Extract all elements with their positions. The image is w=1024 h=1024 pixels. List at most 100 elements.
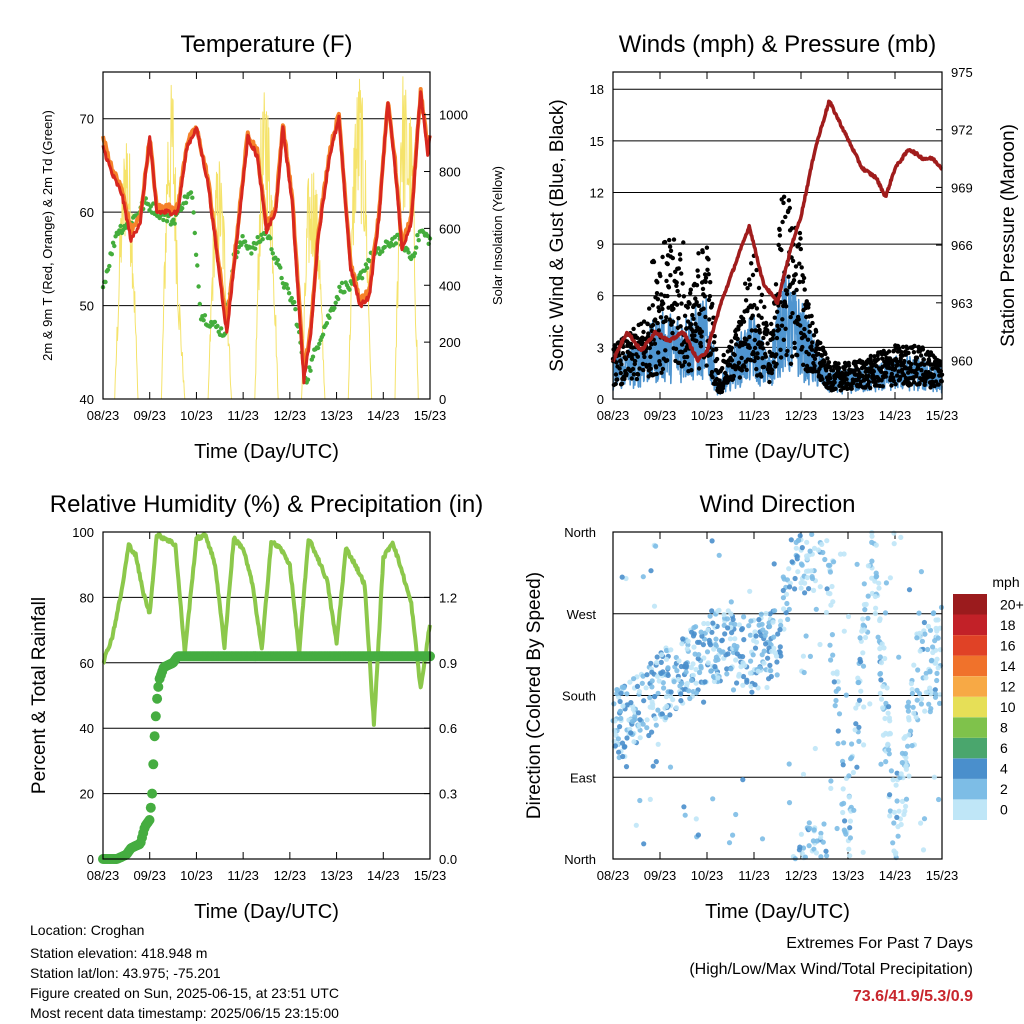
- x-tick-label: 15/23: [414, 868, 447, 883]
- gust-point: [619, 381, 625, 386]
- dewpoint-point: [270, 251, 275, 256]
- direction-point: [828, 602, 834, 608]
- x-tick-label: 15/23: [926, 408, 959, 423]
- x-tick-label: 15/23: [926, 868, 959, 883]
- gust-point: [908, 382, 914, 387]
- panel-rh: Relative Humidity (%) & Precipitation (i…: [29, 491, 483, 923]
- gust-point: [803, 302, 808, 307]
- direction-point: [777, 644, 783, 650]
- gust-point: [880, 384, 885, 389]
- direction-point: [700, 642, 707, 648]
- direction-point: [801, 669, 807, 676]
- panel-title: Wind Direction: [699, 491, 855, 518]
- gust-point: [617, 366, 622, 371]
- direction-point: [690, 661, 696, 667]
- gust-point: [693, 321, 698, 327]
- gust-point: [756, 323, 761, 329]
- gust-point: [614, 360, 619, 365]
- gust-point: [664, 315, 669, 320]
- gust-point: [777, 227, 782, 232]
- direction-point: [619, 574, 625, 580]
- x-tick-label: 14/23: [367, 868, 400, 883]
- y-tick-label: 40: [80, 721, 94, 736]
- x-tick-label: 08/23: [87, 408, 120, 423]
- direction-point: [653, 722, 659, 728]
- direction-point: [778, 622, 784, 629]
- y-tick-label: West: [567, 607, 597, 622]
- panel-wind: Winds (mph) & Pressure (mb) 08/23 09/23 10/…: [547, 31, 1019, 463]
- gust-point: [806, 305, 811, 310]
- direction-point: [865, 563, 872, 569]
- direction-point: [729, 630, 735, 636]
- direction-point: [883, 730, 889, 737]
- direction-point: [698, 665, 704, 671]
- gust-point: [759, 315, 764, 320]
- direction-point: [734, 680, 740, 686]
- direction-point: [640, 574, 646, 580]
- direction-point: [798, 831, 805, 837]
- direction-point: [849, 741, 855, 747]
- direction-point: [692, 651, 698, 657]
- direction-point: [843, 831, 849, 837]
- direction-point: [786, 606, 792, 612]
- x-axis-label: Time (Day/UTC): [705, 901, 850, 923]
- direction-point: [632, 716, 638, 722]
- y-right-axis-label: Station Pressure (Maroon): [998, 124, 1019, 347]
- direction-point: [736, 671, 742, 678]
- gust-point: [758, 299, 763, 304]
- direction-point: [804, 575, 810, 581]
- gust-point: [784, 304, 789, 309]
- direction-point: [856, 738, 862, 745]
- direction-point: [798, 585, 804, 591]
- direction-point: [696, 639, 702, 645]
- x-tick-label: 12/23: [274, 408, 307, 423]
- direction-point: [620, 753, 626, 760]
- gust-point: [894, 358, 899, 364]
- gust-point: [920, 347, 926, 352]
- gust-point: [928, 350, 934, 355]
- gust-point: [938, 363, 943, 368]
- legend-label: 12: [1000, 678, 1016, 694]
- gust-point: [657, 359, 662, 364]
- legend-label: 14: [1000, 658, 1016, 674]
- gust-point: [732, 352, 737, 358]
- gust-point: [668, 273, 673, 278]
- direction-point: [634, 683, 641, 690]
- direction-point: [925, 646, 931, 653]
- direction-point: [878, 761, 884, 767]
- gust-point: [641, 329, 646, 335]
- panel-title: Relative Humidity (%) & Precipitation (i…: [50, 491, 483, 518]
- dewpoint-point: [249, 251, 254, 256]
- direction-point: [706, 637, 712, 643]
- direction-point: [873, 605, 879, 611]
- gust-point: [811, 333, 817, 338]
- gust-point: [786, 198, 792, 203]
- direction-point: [873, 574, 879, 580]
- direction-point: [636, 689, 643, 695]
- y-right-tick-label: 800: [439, 165, 461, 180]
- gust-point: [631, 326, 636, 332]
- direction-point: [876, 580, 882, 586]
- dewpoint-point: [339, 280, 345, 286]
- direction-point: [882, 715, 888, 722]
- direction-point: [899, 760, 905, 766]
- dewpoint-point: [188, 190, 194, 195]
- direction-point: [628, 730, 634, 736]
- direction-point: [614, 687, 621, 693]
- pressure-series: [611, 99, 944, 363]
- direction-point: [663, 694, 670, 700]
- direction-point: [674, 668, 680, 674]
- panel-title: Temperature (F): [180, 31, 352, 58]
- gust-point: [707, 294, 713, 299]
- gust-point: [759, 292, 765, 297]
- gust-point: [663, 348, 668, 353]
- direction-point: [660, 680, 666, 686]
- dewpoint-point: [172, 221, 177, 226]
- direction-point: [887, 730, 893, 737]
- gust-point: [734, 342, 739, 347]
- gust-point: [788, 361, 794, 366]
- direction-point: [665, 672, 671, 679]
- gust-point: [618, 358, 623, 363]
- gust-point: [620, 351, 626, 356]
